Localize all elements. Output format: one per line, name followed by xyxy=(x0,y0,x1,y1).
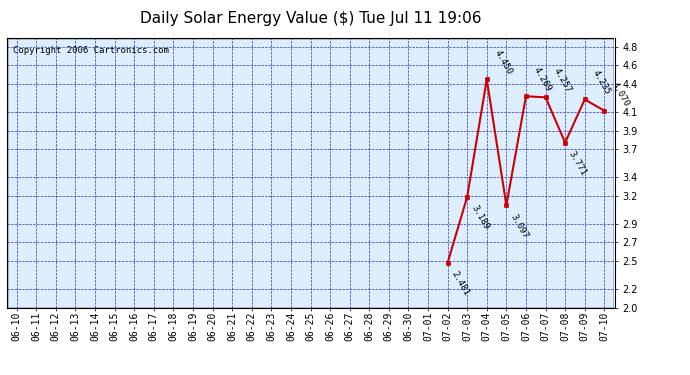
Text: 4.257: 4.257 xyxy=(551,67,573,95)
Text: 3.189: 3.189 xyxy=(469,204,491,231)
Text: 4.450: 4.450 xyxy=(493,49,514,77)
Bar xyxy=(7,38,614,308)
Text: 3.097: 3.097 xyxy=(509,212,529,240)
Text: 4.070: 4.070 xyxy=(610,80,631,108)
Text: 4.235: 4.235 xyxy=(591,69,612,97)
Text: 2.481: 2.481 xyxy=(450,270,471,297)
Text: Daily Solar Energy Value ($) Tue Jul 11 19:06: Daily Solar Energy Value ($) Tue Jul 11 … xyxy=(140,11,481,26)
Text: 4.269: 4.269 xyxy=(532,66,553,94)
Text: 3.771: 3.771 xyxy=(567,149,589,177)
Text: Copyright 2006 Cartronics.com: Copyright 2006 Cartronics.com xyxy=(13,46,169,55)
